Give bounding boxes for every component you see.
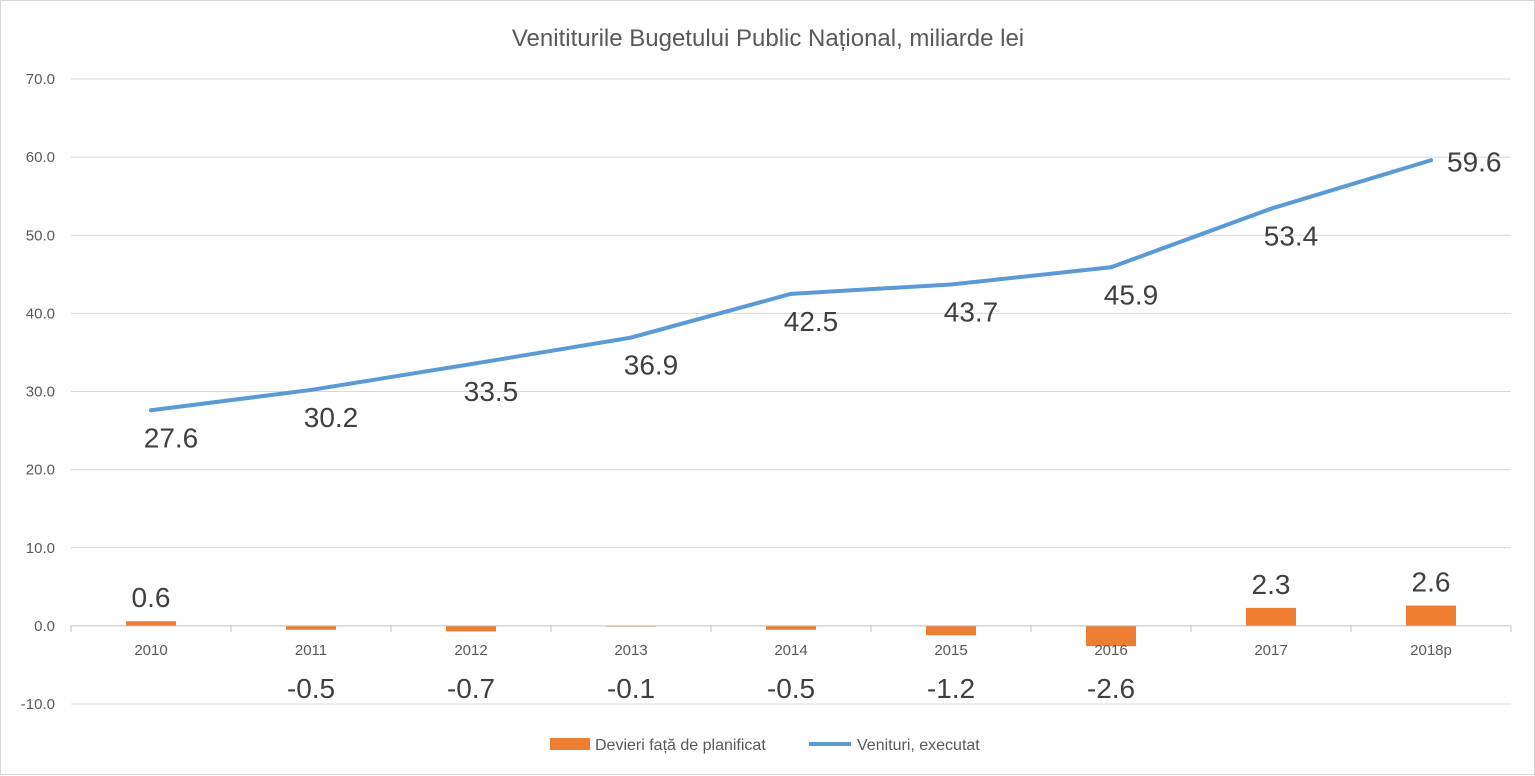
y-tick-label: 40.0: [26, 305, 55, 322]
bar-data-label: -0.1: [607, 673, 655, 704]
series-line: [149, 158, 1433, 413]
y-tick-label: 10.0: [26, 540, 55, 557]
zero-axis: [70, 625, 1512, 632]
bar-data-label: -1.2: [927, 673, 975, 704]
bar-series: [126, 605, 1456, 647]
line-data-label: 43.7: [944, 296, 999, 327]
bar-data-label: -0.5: [287, 673, 335, 704]
line-data-label: 45.9: [1104, 279, 1159, 310]
bar: [1246, 607, 1296, 626]
x-tick-label: 2018p: [1410, 642, 1452, 659]
x-tick-label: 2014: [774, 642, 807, 659]
line-data-label: 36.9: [624, 350, 679, 381]
legend-swatch-bar: [550, 738, 590, 750]
line-series: [149, 158, 1433, 413]
x-tick-label: 2015: [934, 642, 967, 659]
x-tick-label: 2016: [1094, 642, 1127, 659]
legend[interactable]: Devieri față de planificat Venituri, exe…: [550, 737, 980, 754]
y-tick-label: 50.0: [26, 227, 55, 244]
bar-data-label: -0.7: [447, 673, 495, 704]
bar-data-label: 2.3: [1252, 569, 1291, 600]
line-data-label: 30.2: [304, 402, 359, 433]
line-point: [949, 282, 953, 287]
y-tick-label: 30.0: [26, 384, 55, 401]
bar-data-label: 2.6: [1412, 567, 1451, 598]
line-point: [1109, 265, 1113, 270]
bar: [126, 621, 176, 626]
data-labels: 27.6 30.2 33.5 36.9 42.5 43.7 45.9 53.4 59.6 0.6 -…: [132, 146, 1502, 704]
line-data-label: 27.6: [144, 422, 199, 453]
line-point: [469, 362, 473, 367]
bar-data-label: 0.6: [132, 582, 171, 613]
bar: [1406, 605, 1456, 626]
bar: [1086, 625, 1136, 647]
x-tick-label: 2012: [454, 642, 487, 659]
y-axis-ticks: -10.0 0.0 10.0 20.0 30.0 40.0 50.0 60.0 70.0: [21, 71, 55, 713]
legend-label-line: Venituri, executat: [857, 737, 980, 754]
bar-data-label: -0.5: [767, 673, 815, 704]
line-point: [1269, 206, 1273, 211]
line-data-label: 59.6: [1447, 146, 1502, 177]
x-axis-ticks: 2010 2011 2012 2013 2014 2015 2016 2017 2018p: [134, 642, 1452, 659]
x-tick-label: 2013: [614, 642, 647, 659]
y-tick-label: 20.0: [26, 462, 55, 479]
bar: [766, 625, 816, 630]
line-point: [149, 408, 153, 413]
chart-title: Venititurile Bugetului Public Național, …: [512, 25, 1024, 52]
bar: [286, 625, 336, 630]
line-data-label: 53.4: [1264, 221, 1319, 252]
legend-label-bar: Devieri față de planificat: [595, 737, 766, 754]
y-tick-label: 70.0: [26, 71, 55, 88]
bar: [926, 625, 976, 636]
line-point: [629, 335, 633, 340]
y-tick-label: 60.0: [26, 149, 55, 166]
line-point: [309, 387, 313, 392]
y-tick-label: 0.0: [34, 618, 55, 635]
line-point: [1429, 158, 1433, 163]
bar-data-label: -2.6: [1087, 673, 1135, 704]
y-tick-label: -10.0: [21, 696, 55, 713]
line-data-label: 33.5: [464, 376, 519, 407]
line-data-label: 42.5: [784, 306, 839, 337]
x-tick-label: 2010: [134, 642, 167, 659]
x-tick-label: 2017: [1254, 642, 1287, 659]
line-point: [789, 291, 793, 296]
bar: [446, 625, 496, 632]
x-tick-label: 2011: [295, 642, 327, 659]
